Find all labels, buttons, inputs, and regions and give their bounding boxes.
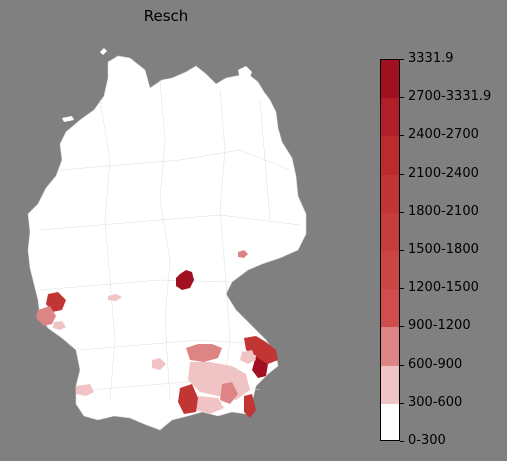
- highlighted-districts: [36, 250, 278, 418]
- legend-tick: [400, 211, 404, 213]
- legend-tick: [400, 441, 404, 442]
- district-bavaria-sw: [178, 384, 198, 414]
- legend-band: [381, 136, 399, 175]
- district-bw-small: [152, 358, 166, 370]
- district-bavaria-east1: [244, 336, 278, 364]
- legend-label: 2400-2700: [408, 127, 479, 143]
- legend-band: [381, 60, 399, 99]
- district-bavaria-north: [186, 344, 222, 362]
- district-bavaria-se1: [220, 382, 238, 404]
- island-east: [238, 66, 252, 82]
- legend-band: [381, 289, 399, 328]
- legend-label: 2100-2400: [408, 165, 479, 181]
- legend-label: 1800-2100: [408, 203, 479, 219]
- legend-label: 2700-3331.9: [408, 89, 492, 105]
- legend-tick: [400, 173, 404, 175]
- island-north: [100, 48, 107, 55]
- legend-band: [381, 212, 399, 251]
- district-thuringia: [176, 270, 194, 290]
- district-saxony-small: [238, 250, 248, 258]
- legend-label: 600-900: [408, 356, 463, 372]
- legend-band: [381, 327, 399, 366]
- district-bw-west: [76, 384, 94, 396]
- district-saar-2: [36, 306, 56, 326]
- legend-label: 1200-1500: [408, 280, 479, 296]
- legend-tick: [400, 135, 404, 137]
- legend-colorbar: [380, 59, 400, 441]
- district-borders: [39, 79, 301, 411]
- legend-band: [381, 365, 399, 404]
- legend-tick: [400, 288, 404, 290]
- legend-tick: [400, 402, 404, 404]
- legend-label: 1500-1800: [408, 242, 479, 257]
- district-bavaria-mid2: [202, 372, 220, 386]
- legend-label: 0-300: [408, 433, 446, 448]
- island-west: [62, 116, 74, 122]
- district-bavaria-east2: [252, 356, 268, 378]
- legend-band: [381, 251, 399, 290]
- legend-tick: [400, 250, 404, 251]
- legend-label: 900-1200: [408, 318, 471, 334]
- legend-band: [381, 98, 399, 137]
- legend-label: 300-600: [408, 394, 463, 410]
- district-saar-1: [46, 292, 66, 312]
- district-hesse-small: [108, 294, 122, 301]
- legend-band: [381, 403, 399, 440]
- legend-tick: [400, 364, 404, 366]
- district-saar-3: [53, 321, 66, 330]
- legend-label: 3331.9: [408, 51, 454, 66]
- legend-tick: [400, 97, 404, 99]
- district-bavaria-south1: [196, 396, 224, 414]
- district-bavaria-east3: [240, 350, 256, 364]
- legend-tick: [400, 326, 404, 328]
- legend-band: [381, 174, 399, 213]
- map-title: Resch: [143, 7, 189, 25]
- district-bavaria-se2: [244, 394, 256, 418]
- legend-tick: [400, 59, 404, 60]
